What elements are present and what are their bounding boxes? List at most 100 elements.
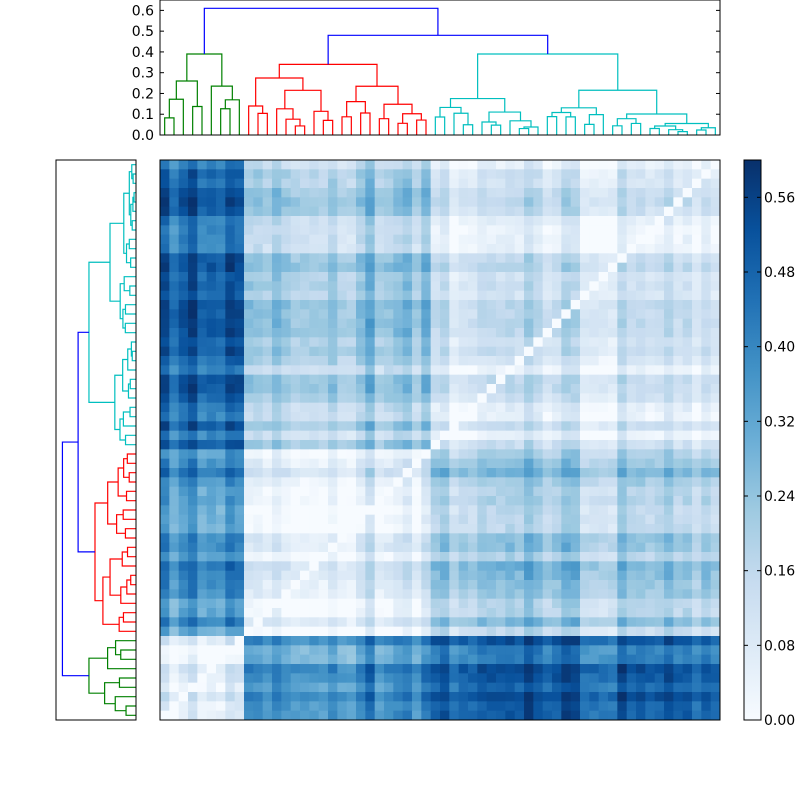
heatmap-cell bbox=[710, 374, 721, 385]
heatmap-cell bbox=[169, 356, 180, 366]
heatmap-cell bbox=[253, 496, 264, 506]
heatmap-cell bbox=[533, 430, 544, 441]
heatmap-cell bbox=[160, 682, 170, 693]
heatmap-cell bbox=[356, 505, 366, 516]
heatmap-cell bbox=[281, 309, 292, 320]
heatmap-cell bbox=[402, 710, 413, 721]
heatmap-cell bbox=[244, 337, 254, 348]
heatmap-cell bbox=[477, 309, 488, 320]
heatmap-cell bbox=[253, 178, 264, 189]
heatmap-cell bbox=[430, 365, 441, 376]
heatmap-cell bbox=[710, 570, 721, 581]
heatmap-cell bbox=[178, 318, 189, 329]
heatmap-cell bbox=[664, 477, 674, 488]
heatmap-cell bbox=[421, 384, 432, 394]
heatmap-cell bbox=[533, 412, 544, 422]
heatmap-cell bbox=[673, 449, 684, 460]
heatmap-cell bbox=[477, 402, 488, 413]
heatmap-cell bbox=[477, 570, 488, 581]
heatmap-cell bbox=[234, 178, 245, 189]
heatmap-cell bbox=[524, 477, 534, 488]
heatmap-cell bbox=[598, 281, 609, 292]
heatmap-cell bbox=[384, 570, 394, 581]
heatmap-cell bbox=[206, 636, 217, 646]
heatmap-cell bbox=[524, 552, 534, 562]
heatmap-cell bbox=[384, 206, 394, 217]
heatmap-cell bbox=[253, 365, 264, 376]
heatmap-cell bbox=[645, 468, 656, 478]
heatmap-cell bbox=[505, 458, 516, 469]
heatmap-cell bbox=[206, 169, 217, 180]
heatmap-cell bbox=[636, 710, 646, 721]
heatmap-cell bbox=[654, 449, 665, 460]
heatmap-cell bbox=[654, 514, 665, 525]
heatmap-cell bbox=[496, 318, 506, 329]
heatmap-cell bbox=[533, 346, 544, 357]
heatmap-cell bbox=[300, 449, 310, 460]
heatmap-cell bbox=[636, 197, 646, 208]
heatmap-cell bbox=[318, 449, 329, 460]
heatmap-cell bbox=[384, 225, 394, 236]
heatmap-cell bbox=[552, 402, 562, 413]
heatmap-cell bbox=[160, 449, 170, 460]
heatmap-cell bbox=[570, 290, 581, 301]
heatmap-cell bbox=[365, 561, 376, 572]
heatmap-cell bbox=[337, 552, 348, 562]
heatmap-cell bbox=[188, 449, 198, 460]
heatmap-cell bbox=[496, 272, 506, 282]
heatmap-cell bbox=[160, 608, 170, 618]
heatmap-cell bbox=[300, 542, 310, 553]
heatmap-cell bbox=[178, 225, 189, 236]
heatmap-cell bbox=[608, 580, 618, 590]
heatmap-cell bbox=[365, 160, 376, 170]
heatmap-cell bbox=[496, 673, 506, 684]
heatmap-cell bbox=[421, 496, 432, 506]
heatmap-cell bbox=[328, 477, 338, 488]
heatmap-cell bbox=[542, 636, 553, 646]
heatmap-cell bbox=[654, 645, 665, 656]
heatmap-cell bbox=[262, 542, 273, 553]
heatmap-cell bbox=[552, 234, 562, 245]
heatmap-cell bbox=[421, 421, 432, 432]
heatmap-cell bbox=[710, 542, 721, 553]
heatmap-cell bbox=[402, 430, 413, 441]
heatmap-cell bbox=[701, 262, 712, 273]
heatmap-cell bbox=[328, 272, 338, 282]
heatmap-cell bbox=[328, 514, 338, 525]
heatmap-cell bbox=[673, 514, 684, 525]
heatmap-cell bbox=[505, 290, 516, 301]
heatmap-cell bbox=[486, 580, 497, 590]
heatmap-cell bbox=[589, 300, 600, 310]
heatmap-cell bbox=[552, 356, 562, 366]
heatmap-cell bbox=[206, 234, 217, 245]
heatmap-cell bbox=[421, 188, 432, 198]
heatmap-cell bbox=[533, 673, 544, 684]
heatmap-cell bbox=[337, 692, 348, 702]
heatmap-cell bbox=[468, 468, 478, 478]
heatmap-cell bbox=[337, 253, 348, 264]
heatmap-cell bbox=[673, 701, 684, 712]
heatmap-cell bbox=[449, 430, 460, 441]
heatmap-cell bbox=[393, 412, 404, 422]
heatmap-cell bbox=[701, 505, 712, 516]
heatmap-cell bbox=[234, 244, 245, 254]
heatmap-cell bbox=[356, 365, 366, 376]
heatmap-cell bbox=[178, 486, 189, 497]
heatmap-cell bbox=[524, 234, 534, 245]
heatmap-cell bbox=[589, 318, 600, 329]
heatmap-cell bbox=[337, 272, 348, 282]
heatmap-cell bbox=[234, 421, 245, 432]
heatmap-cell bbox=[346, 356, 357, 366]
heatmap-cell bbox=[430, 309, 441, 320]
heatmap-cell bbox=[608, 692, 618, 702]
heatmap-cell bbox=[253, 626, 264, 637]
dendrogram-link bbox=[119, 418, 126, 441]
heatmap-cell bbox=[346, 178, 357, 189]
heatmap-cell bbox=[458, 365, 469, 376]
heatmap-cell bbox=[430, 514, 441, 525]
heatmap-cell bbox=[281, 188, 292, 198]
heatmap-cell bbox=[701, 542, 712, 553]
heatmap-cell bbox=[524, 533, 534, 544]
heatmap-cell bbox=[178, 356, 189, 366]
heatmap-cell bbox=[589, 692, 600, 702]
